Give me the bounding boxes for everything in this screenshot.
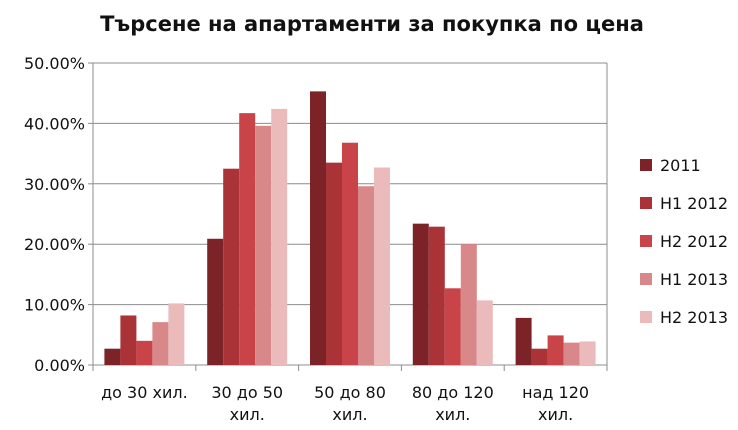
legend-swatch — [640, 159, 652, 171]
bar-h1-2013 — [460, 244, 477, 365]
x-tick-label: 30 до 50 — [211, 383, 283, 402]
legend-label: H1 2013 — [660, 270, 728, 289]
bar-h2-2013 — [374, 167, 390, 365]
y-tick-label: 10.00% — [24, 296, 85, 315]
legend-swatch — [640, 311, 652, 323]
x-tick-label: хил. — [538, 405, 573, 424]
legend-swatch — [640, 235, 652, 247]
x-tick-label: над 120 — [522, 383, 589, 402]
bar-h2-2012 — [342, 142, 358, 365]
x-tick-label: хил. — [332, 405, 367, 424]
bars — [104, 91, 596, 366]
legend-label: 2011 — [660, 156, 701, 175]
bar-h2-2012 — [444, 288, 461, 365]
bar-h1-2012 — [428, 226, 445, 365]
bar-h1-2013 — [358, 186, 374, 365]
bar-2011 — [104, 348, 121, 365]
chart-title: Търсене на апартаменти за покупка по цен… — [100, 12, 644, 36]
bar-h2-2013 — [168, 303, 185, 365]
y-tick-label: 0.00% — [34, 356, 85, 375]
y-tick-label: 50.00% — [24, 54, 85, 73]
y-tick-label: 40.00% — [24, 114, 85, 133]
bar-2011 — [515, 317, 532, 365]
y-tick-label: 20.00% — [24, 235, 85, 254]
bar-2011 — [412, 223, 429, 365]
bar-h2-2012 — [239, 113, 256, 365]
bar-h1-2013 — [255, 125, 272, 365]
legend-label: H1 2012 — [660, 194, 728, 213]
bar-h1-2012 — [223, 168, 240, 365]
bar-h1-2012 — [120, 315, 137, 365]
y-tick-label: 30.00% — [24, 175, 85, 194]
bar-h2-2013 — [271, 108, 288, 366]
legend-label: H2 2013 — [660, 308, 728, 327]
x-tick-label: 50 до 80 — [314, 383, 386, 402]
x-tick-label: 80 до 120 — [412, 383, 494, 402]
bar-h2-2012 — [547, 335, 564, 365]
bar-h2-2013 — [476, 300, 493, 365]
legend-swatch — [640, 273, 652, 285]
bar-2011 — [207, 238, 224, 365]
x-axis: до 30 хил. 30 до 50 хил. 50 до 80 хил. 80 до … — [92, 364, 608, 424]
x-tick-label: хил. — [435, 405, 470, 424]
x-tick-label: до 30 хил. — [101, 383, 188, 402]
legend: 2011 H1 2012 H2 2012 H1 2013 H2 2013 — [640, 156, 728, 327]
bar-h1-2013 — [563, 342, 580, 365]
bar-h1-2013 — [152, 322, 169, 365]
y-axis: 0.00% 10.00% 20.00% 30.00% 40.00% 50.00% — [24, 54, 94, 375]
bar-h2-2012 — [136, 340, 153, 365]
bar-h2-2013 — [579, 341, 596, 365]
bar-h1-2012 — [326, 162, 342, 365]
bar-h1-2012 — [531, 348, 548, 365]
legend-swatch — [640, 197, 652, 209]
legend-label: H2 2012 — [660, 232, 728, 251]
x-tick-label: хил. — [230, 405, 265, 424]
bar-2011 — [310, 91, 326, 365]
